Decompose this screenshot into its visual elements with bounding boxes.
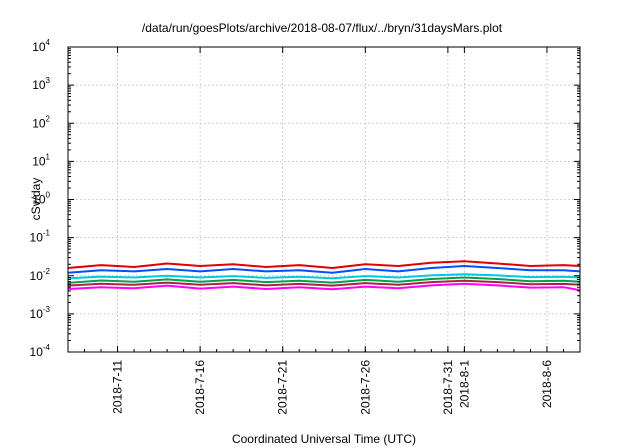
- series-layer: [67, 260, 581, 292]
- grid: [68, 47, 580, 352]
- x-tick-label: 2018-7-16: [193, 360, 207, 415]
- y-tick-label: 103: [32, 76, 50, 92]
- ticks: [68, 46, 580, 353]
- series-line-1: [67, 260, 581, 269]
- y-tick-label: 100: [32, 191, 50, 207]
- x-axis-label: Coordinated Universal Time (UTC): [232, 432, 416, 446]
- chart-title: /data/run/goesPlots/archive/2018-08-07/f…: [142, 21, 503, 35]
- y-tick-label: 102: [32, 114, 50, 130]
- series-line-5: [67, 279, 581, 287]
- series-line-6: [67, 282, 581, 292]
- x-tick-label: 2018-8-1: [457, 360, 471, 408]
- series-line-2: [67, 265, 581, 274]
- y-tick-label: 104: [32, 38, 50, 54]
- series-line-3: [67, 276, 581, 284]
- x-tick-label: 2018-7-31: [441, 360, 455, 415]
- x-tick-label: 2018-7-21: [276, 360, 290, 415]
- y-tick-label: 10-4: [30, 343, 51, 359]
- x-tick-label: 2018-7-26: [358, 360, 372, 415]
- x-tick-label: 2018-8-6: [540, 360, 554, 408]
- y-tick-label: 10-3: [30, 305, 51, 321]
- y-axis-label: cSv/day: [29, 178, 43, 221]
- x-tick-label: 2018-7-11: [111, 360, 125, 414]
- x-tick-labels: 2018-7-11 2018-7-16 2018-7-21 2018-7-26 2018…: [111, 360, 554, 415]
- y-tick-label: 10-2: [30, 267, 51, 283]
- y-tick-labels: 10-4 10-3 10-2 10-1 100 101 102 103 104: [30, 38, 51, 359]
- series-line-4: [67, 273, 581, 280]
- y-tick-label: 10-1: [30, 229, 51, 245]
- y-tick-label: 101: [32, 152, 50, 168]
